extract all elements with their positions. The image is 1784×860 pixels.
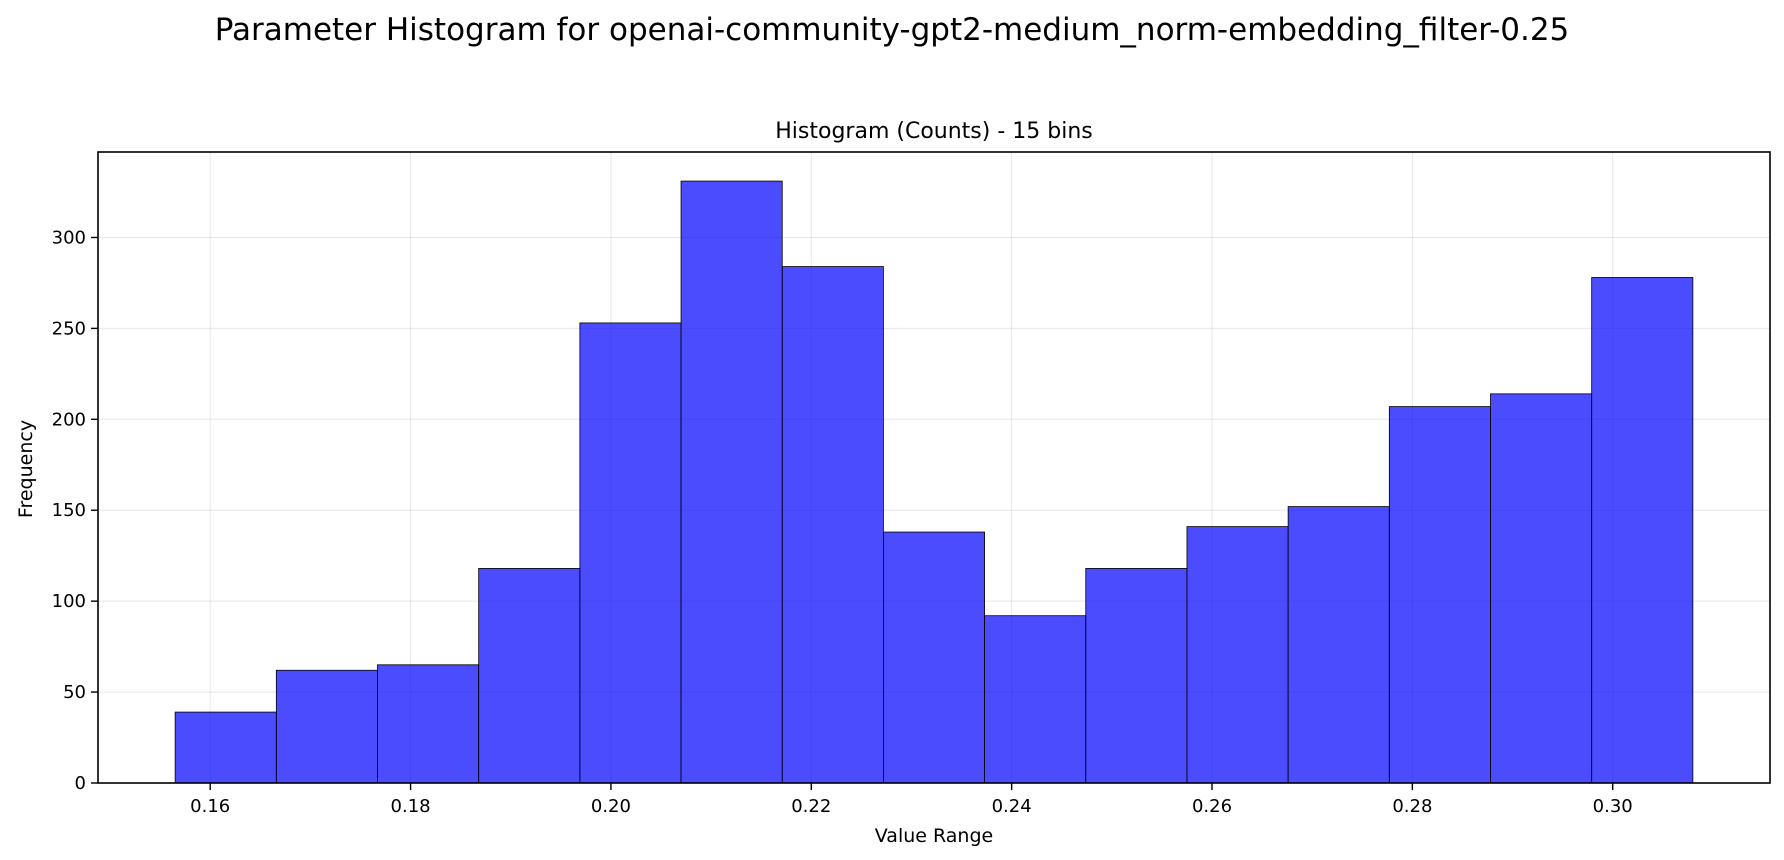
x-axis-label: Value Range [875,825,993,847]
x-tick-label-3: 0.22 [791,796,831,817]
plot-frame [97,151,1771,784]
histogram-bar-7 [883,531,985,784]
histogram-bar-9 [1085,568,1188,784]
x-tick-label-2: 0.20 [591,796,631,817]
y-axis-label: Frequency [15,420,37,518]
histogram-bar-6 [781,266,884,784]
histogram-bar-11 [1287,506,1390,784]
histogram-bars [174,180,1694,784]
histogram-bar-1 [275,669,378,784]
histogram-bar-14 [1591,277,1694,784]
histogram-bar-5 [680,180,783,784]
y-tick-label-4: 200 [52,409,86,430]
y-tick-label-2: 100 [52,591,86,612]
histogram-bar-4 [579,322,682,784]
y-tick-label-3: 150 [52,500,86,521]
x-tick-label-1: 0.18 [391,796,431,817]
x-tick-label-5: 0.26 [1192,796,1232,817]
histogram-bar-10 [1186,526,1289,784]
x-tick-label-4: 0.24 [992,796,1032,817]
y-tick-label-1: 50 [63,682,86,703]
histogram-bar-2 [377,664,480,784]
x-tick-label-0: 0.16 [190,796,230,817]
x-tick-label-6: 0.28 [1392,796,1432,817]
histogram-bar-0 [174,711,277,784]
y-tick-label-0: 0 [75,773,86,794]
chart-suptitle: Parameter Histogram for openai-community… [215,12,1570,48]
histogram-bar-13 [1490,393,1593,784]
y-tick-label-6: 300 [52,227,86,248]
y-tick-label-5: 250 [52,318,86,339]
chart-title: Histogram (Counts) - 15 bins [775,119,1092,144]
histogram-bar-12 [1388,406,1491,784]
x-tick-label-7: 0.30 [1593,796,1633,817]
x-axis-ticks: 0.16 0.18 0.20 0.22 0.24 0.26 0.28 0.30 [190,783,1633,817]
histogram-bar-8 [984,615,1087,784]
y-axis-ticks: 0 50 100 150 200 250 300 [52,227,98,794]
histogram-bar-3 [478,568,581,784]
